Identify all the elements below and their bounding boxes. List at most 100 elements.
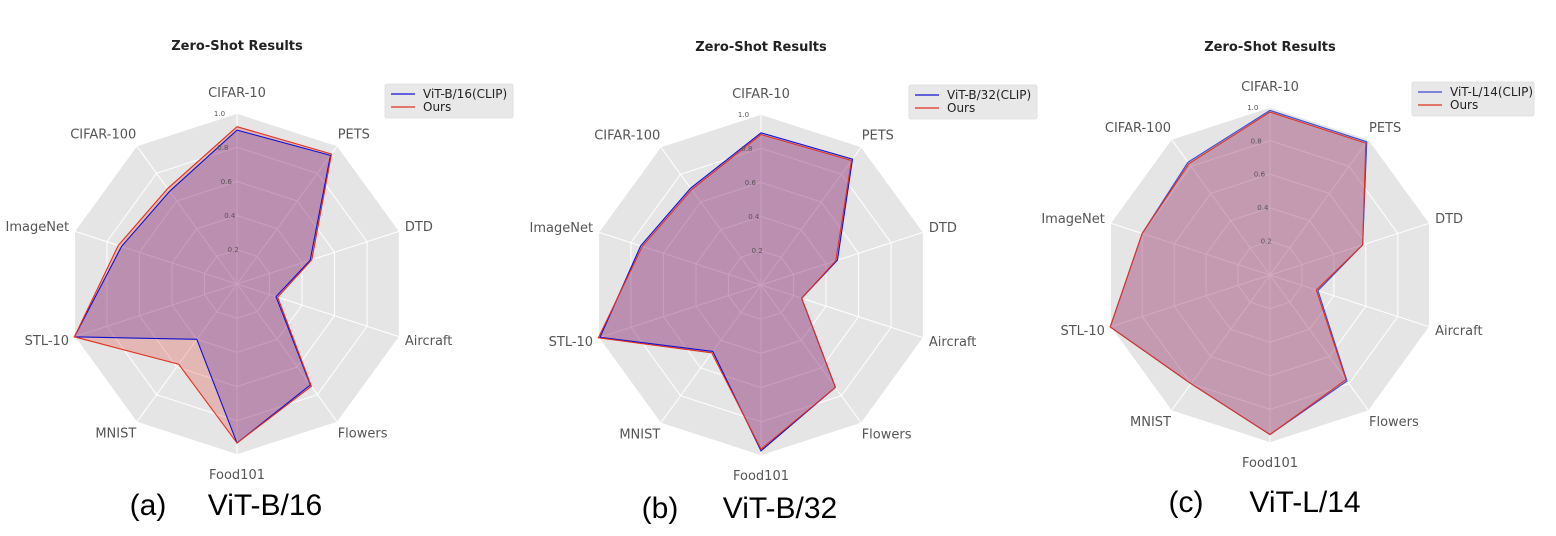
series-area-clip [600,132,853,451]
radar-spoke [598,284,762,339]
legend-entry-label: Ours [1450,98,1478,112]
radial-tick-label: 1.0 [214,110,225,118]
radial-tick-label: 1.0 [1247,104,1258,112]
axis-label-dtd: DTD [405,220,433,235]
radial-tick-label: 0.8 [1251,137,1262,145]
axis-label-pets: PETS [1369,121,1401,136]
axis-label-mnist: MNIST [95,427,136,442]
radial-tick-label: 0.6 [1254,171,1266,179]
series-area-clip [1110,110,1367,435]
legend-entry-label: ViT-L/14(CLIP) [1450,85,1533,99]
axis-label-cifar-10: CIFAR-10 [732,87,790,102]
legend-entry-label: Ours [423,100,451,114]
radar-spoke [236,145,338,285]
legend-entry-label: ViT-B/16(CLIP) [423,87,507,101]
legend: ViT-B/16(CLIP)Ours [384,83,514,119]
series-line-ours [73,126,333,444]
legend-entry-label: Ours [947,101,975,115]
radial-tick-label: 1.0 [738,111,749,119]
subfigure-letter: (c) [1169,486,1204,519]
axis-label-food101: Food101 [209,468,265,483]
series-area-ours [1110,112,1366,435]
axis-label-aircraft: Aircraft [929,335,976,350]
axis-label-food101: Food101 [733,469,789,484]
axis-label-stl-10: STL-10 [549,335,593,350]
axis-label-dtd: DTD [929,221,957,236]
axis-label-stl-10: STL-10 [25,334,69,349]
radar-spoke [660,284,762,424]
legend-box [1411,81,1535,117]
radar-chart-1: 0.2 0.4 0.6 0.8 1.0 CIFAR-10 PETS DTD Aircraft Fl… [6,39,514,522]
radar-spoke [136,145,238,285]
axis-label-cifar-100: CIFAR-100 [594,128,660,143]
radial-tick-label: 0.8 [741,145,752,153]
radar-spoke [1269,274,1370,412]
radar-spoke [236,283,400,338]
radar-spoke [236,283,338,423]
radial-tick-label: 0.4 [224,212,236,220]
radial-tick-label: 0.2 [228,246,239,254]
axis-label-imagenet: ImageNet [1041,212,1105,227]
radar-spoke [74,230,238,285]
legend: ViT-L/14(CLIP)Ours [1411,81,1535,117]
axis-label-cifar-100: CIFAR-100 [70,127,136,142]
radar-spoke [760,284,862,424]
legend-box [384,83,514,119]
radar-spoke [760,146,862,286]
radial-tick-label: 0.6 [745,179,757,187]
axis-label-food101: Food101 [1242,456,1298,471]
radial-tick-label: 0.8 [217,144,228,152]
axis-label-aircraft: Aircraft [405,334,452,349]
axis-label-imagenet: ImageNet [530,221,594,236]
radar-chart-3: 0.2 0.4 0.6 0.8 1.0 CIFAR-10 PETS DTD Aircraft Fl… [1041,40,1535,519]
radar-spoke [136,283,238,423]
radar-spoke [598,231,762,286]
axis-label-flowers: Flowers [862,428,912,443]
radar-spoke [760,284,924,339]
axis-label-flowers: Flowers [338,427,388,442]
series-line-ours [597,133,853,451]
radar-spoke [1170,138,1271,276]
subfigure-model-name: ViT-B/16 [208,489,323,522]
chart-title: Zero-Shot Results [1204,40,1336,55]
radial-tick-label: 0.6 [221,178,233,186]
series-area-ours [598,134,852,450]
legend: ViT-B/32(CLIP)Ours [908,84,1038,120]
axis-label-imagenet: ImageNet [6,220,70,235]
radar-spoke [1269,274,1430,328]
legend-entry-label: ViT-B/32(CLIP) [947,88,1031,102]
legend-box [908,84,1038,120]
subfigure-model-name: ViT-L/14 [1249,486,1360,519]
subfigure-letter: (a) [130,489,167,522]
axis-label-aircraft: Aircraft [1435,324,1482,339]
radial-tick-label: 0.2 [752,247,763,255]
radar-spoke [74,283,238,338]
radial-tick-label: 0.2 [1261,238,1272,246]
radar-spoke [760,231,924,286]
radar-spoke [660,146,762,286]
axis-label-mnist: MNIST [619,428,660,443]
series-area-ours [74,126,332,444]
radar-spoke [1170,274,1271,412]
radar-spoke [1269,138,1370,276]
chart-title: Zero-Shot Results [171,39,303,54]
series-area-clip [74,130,331,444]
axis-label-cifar-10: CIFAR-10 [208,86,266,101]
axis-label-mnist: MNIST [1130,415,1171,430]
radial-tick-label: 0.4 [1257,204,1269,212]
subfigure-model-name: ViT-B/32 [723,492,838,525]
radar-chart-2: 0.2 0.4 0.6 0.8 1.0 CIFAR-10 PETS DTD Aircraft Fl… [530,40,1038,525]
radial-tick-label: 0.4 [748,213,760,221]
radar-spoke [1269,222,1430,276]
axis-label-pets: PETS [338,127,370,142]
axis-label-flowers: Flowers [1369,415,1419,430]
series-line-ours [1109,111,1367,436]
radar-spoke [1110,222,1271,276]
axis-label-stl-10: STL-10 [1060,324,1104,339]
axis-label-cifar-10: CIFAR-10 [1241,80,1299,95]
series-line-clip [599,132,854,452]
subfigure-letter: (b) [642,492,679,525]
axis-label-dtd: DTD [1435,212,1463,227]
axis-label-cifar-100: CIFAR-100 [1105,121,1171,136]
